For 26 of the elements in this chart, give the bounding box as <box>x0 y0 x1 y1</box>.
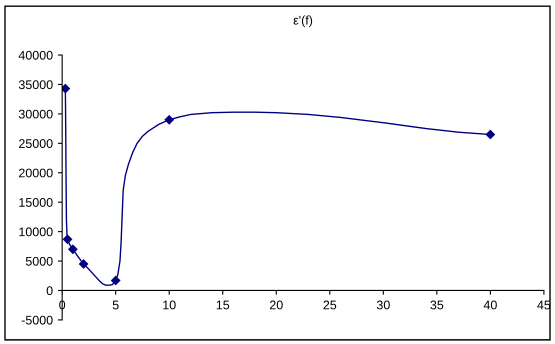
point <box>62 84 70 94</box>
x-tick-label: 25 <box>323 300 336 310</box>
point <box>486 130 495 140</box>
y-tick-label: 5000 <box>26 256 53 266</box>
y-tick-label: -5000 <box>22 316 53 325</box>
y-tick-label: 15000 <box>19 198 53 207</box>
point <box>62 234 72 244</box>
x-tick-label: 35 <box>430 300 444 310</box>
point <box>111 276 120 286</box>
y-tick-label: 35000 <box>18 80 53 90</box>
chart-title: ε'(f) <box>294 15 312 28</box>
x-tick-label: 20 <box>270 300 283 310</box>
point <box>164 115 174 124</box>
x-tick-label: 5 <box>112 300 119 310</box>
y-tick-label: 0 <box>46 286 53 296</box>
x-tick-label: 30 <box>376 300 390 310</box>
y-tick-label: 30000 <box>18 110 53 119</box>
point <box>68 244 78 254</box>
y-tick-label: 20000 <box>19 168 53 178</box>
point <box>78 259 88 269</box>
x-tick-label: 15 <box>216 300 230 310</box>
x-tick-label: 10 <box>163 300 176 310</box>
y-tick-label: 10000 <box>19 227 53 236</box>
x-tick-label: 40 <box>484 300 497 310</box>
y-tick-label: 40000 <box>18 50 53 60</box>
y-tick-label: 25000 <box>19 139 53 148</box>
